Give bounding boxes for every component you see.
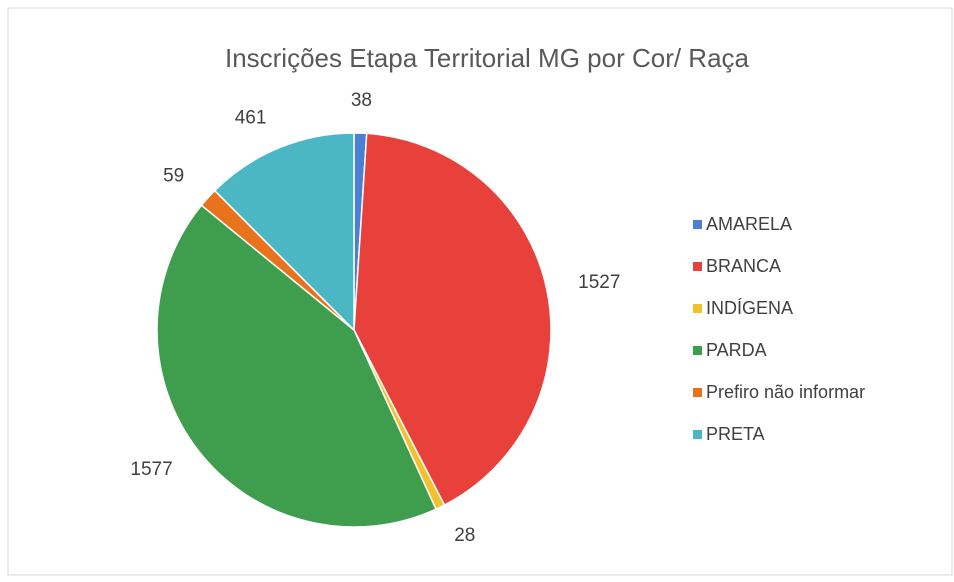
legend-label: AMARELA [706, 214, 792, 234]
pie-slice [213, 132, 355, 332]
legend-swatch [693, 262, 702, 271]
legend-label: INDÍGENA [706, 298, 793, 318]
data-label: 461 [235, 107, 267, 128]
chart-title: Inscrições Etapa Territorial MG por Cor/… [225, 43, 750, 73]
data-label: 38 [351, 90, 372, 111]
legend-label: PRETA [706, 424, 765, 444]
legend-label: Prefiro não informar [706, 382, 865, 402]
data-label: 59 [163, 165, 184, 186]
legend-swatch [693, 430, 702, 439]
data-label: 1527 [578, 272, 620, 293]
legend-swatch [693, 220, 702, 229]
legend-swatch [693, 346, 702, 355]
data-label: 28 [454, 525, 475, 546]
legend-swatch [693, 388, 702, 397]
data-label: 1577 [130, 459, 172, 480]
pie-slice [353, 132, 552, 507]
pie-slice [156, 204, 437, 528]
legend-label: PARDA [706, 340, 767, 360]
legend-swatch [693, 304, 702, 313]
legend-label: BRANCA [706, 256, 781, 276]
